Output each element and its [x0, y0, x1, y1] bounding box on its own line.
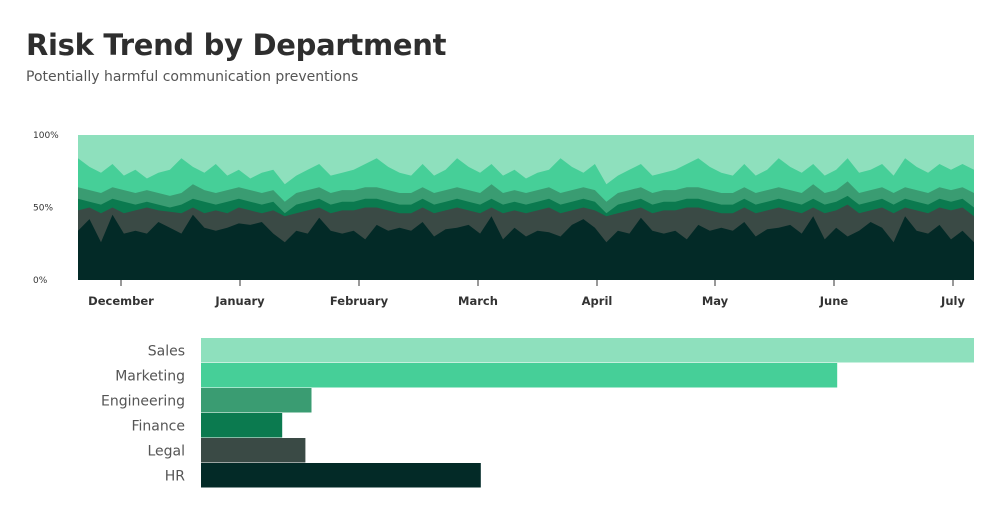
- bar-label-engineering: Engineering: [101, 393, 185, 409]
- bar-label-marketing: Marketing: [115, 368, 185, 384]
- bar-label-legal: Legal: [147, 443, 185, 459]
- x-tick-label: March: [458, 294, 498, 308]
- bar-label-finance: Finance: [131, 418, 185, 434]
- bar-marketing: [201, 363, 838, 388]
- x-axis-ticks: December January February March April May June…: [88, 280, 965, 308]
- y-tick-label: 0%: [33, 276, 48, 286]
- y-axis-ticks: 100% 50% 0%: [33, 131, 59, 286]
- y-tick-label: 50%: [33, 204, 53, 214]
- bar-label-sales: Sales: [148, 343, 185, 359]
- bar-label-hr: HR: [165, 468, 186, 484]
- x-tick-label: May: [702, 294, 729, 308]
- x-tick-label: April: [582, 294, 613, 308]
- y-tick-label: 100%: [33, 131, 59, 141]
- bar-engineering: [201, 388, 312, 413]
- stacked-area-chart: [78, 135, 974, 280]
- x-tick-label: February: [330, 294, 389, 308]
- chart-title: Risk Trend by Department: [26, 28, 447, 62]
- bar-finance: [201, 413, 283, 438]
- area-series-hr: [78, 214, 974, 280]
- bar-hr: [201, 463, 481, 488]
- x-tick-label: July: [940, 294, 965, 308]
- x-tick-label: December: [88, 294, 154, 308]
- x-tick-label: January: [214, 294, 265, 308]
- bar-legal: [201, 438, 306, 463]
- bar-sales: [201, 338, 974, 363]
- chart-subtitle: Potentially harmful communication preven…: [26, 69, 359, 85]
- x-tick-label: June: [819, 294, 849, 308]
- department-bar-chart: Sales Marketing Engineering Finance Legal HR: [101, 338, 974, 488]
